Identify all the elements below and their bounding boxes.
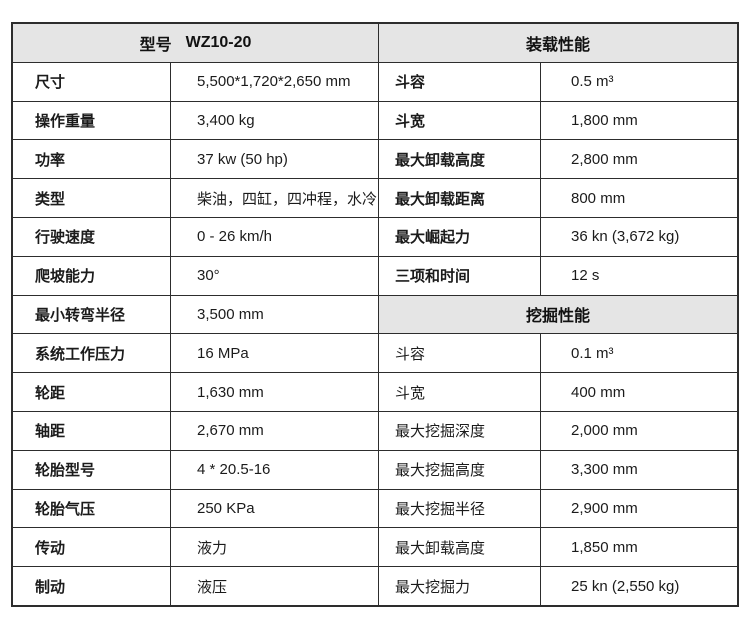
spec-value: 4 * 20.5-16 <box>171 450 378 489</box>
spec-value: 12 s <box>541 256 737 295</box>
spec-value: 2,800 mm <box>541 140 737 179</box>
spec-label: 轮胎气压 <box>13 489 170 528</box>
spec-value: 36 kn (3,672 kg) <box>541 217 737 256</box>
digging-performance-header-cell: 挖掘性能 <box>379 295 737 334</box>
spec-value: 2,670 mm <box>171 411 378 450</box>
spec-value: 液力 <box>171 528 378 567</box>
model-label: 型号 <box>139 36 172 54</box>
spec-value: 3,500 mm <box>171 295 378 334</box>
spec-label: 斗宽 <box>379 101 540 140</box>
spec-label: 类型 <box>13 179 170 217</box>
spec-value: 1,630 mm <box>171 373 378 411</box>
spec-label: 斗容 <box>379 334 540 373</box>
spec-label: 最大卸载高度 <box>379 140 540 179</box>
spec-value: 1,850 mm <box>541 528 737 567</box>
model-value: WZ10-20 <box>185 33 252 51</box>
spec-value: 37 kw (50 hp) <box>171 140 378 179</box>
spec-value: 250 KPa <box>171 489 378 528</box>
spec-value: 400 mm <box>541 373 737 411</box>
spec-label: 轮胎型号 <box>13 450 170 489</box>
spec-value: 柴油，四缸，四冲程，水冷 <box>171 179 378 217</box>
spec-label: 最小转弯半径 <box>13 295 170 334</box>
spec-label: 最大挖掘高度 <box>379 450 540 489</box>
spec-label: 最大崛起力 <box>379 217 540 256</box>
spec-value: 0.1 m³ <box>541 334 737 373</box>
spec-label: 斗宽 <box>379 373 540 411</box>
spec-label: 行驶速度 <box>13 217 170 256</box>
model-header-cell: 型号 WZ10-20 <box>13 24 378 62</box>
spec-value: 液压 <box>171 567 378 605</box>
spec-value: 3,300 mm <box>541 450 737 489</box>
spec-value: 30° <box>171 256 378 295</box>
spec-label: 功率 <box>13 140 170 179</box>
spec-value: 2,900 mm <box>541 489 737 528</box>
spec-value: 16 MPa <box>171 334 378 373</box>
spec-value: 0 - 26 km/h <box>171 217 378 256</box>
spec-label: 最大卸载距离 <box>379 179 540 217</box>
spec-table: 型号 WZ10-20 装载性能 尺寸 5,500*1,720*2,650 mm … <box>11 22 739 607</box>
spec-label: 最大挖掘半径 <box>379 489 540 528</box>
spec-value: 25 kn (2,550 kg) <box>541 567 737 605</box>
spec-label: 最大挖掘深度 <box>379 411 540 450</box>
spec-value: 1,800 mm <box>541 101 737 140</box>
loading-performance-header-cell: 装载性能 <box>379 24 737 62</box>
spec-label: 尺寸 <box>13 62 170 101</box>
spec-label: 制动 <box>13 567 170 605</box>
spec-label: 轴距 <box>13 411 170 450</box>
spec-label: 最大挖掘力 <box>379 567 540 605</box>
spec-label: 操作重量 <box>13 101 170 140</box>
spec-label: 爬坡能力 <box>13 256 170 295</box>
spec-value: 2,000 mm <box>541 411 737 450</box>
spec-label: 斗容 <box>379 62 540 101</box>
spec-label: 轮距 <box>13 373 170 411</box>
spec-label: 三项和时间 <box>379 256 540 295</box>
spec-label: 传动 <box>13 528 170 567</box>
spec-label: 系统工作压力 <box>13 334 170 373</box>
spec-label: 最大卸载高度 <box>379 528 540 567</box>
spec-value: 3,400 kg <box>171 101 378 140</box>
spec-value: 0.5 m³ <box>541 62 737 101</box>
spec-value: 5,500*1,720*2,650 mm <box>171 62 378 101</box>
spec-value: 800 mm <box>541 179 737 217</box>
